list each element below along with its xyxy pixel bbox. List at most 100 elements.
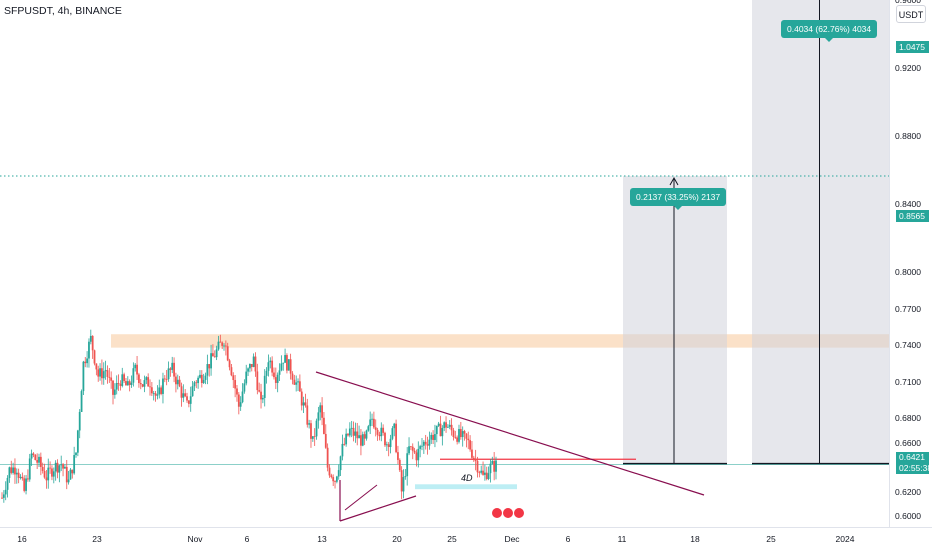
candle-body: [108, 376, 111, 378]
candle-body: [295, 382, 298, 385]
candle-body: [143, 380, 146, 387]
candle-body: [25, 478, 27, 491]
candle-body: [472, 457, 475, 459]
candle-body: [30, 453, 33, 459]
candle-body: [435, 425, 438, 435]
candle-body: [374, 427, 377, 430]
candle-body: [376, 429, 379, 435]
candle-body: [400, 470, 403, 492]
candle-body: [150, 387, 153, 394]
candle-body: [2, 494, 5, 498]
candle-body: [389, 438, 392, 448]
candle-body: [363, 434, 366, 439]
candle-body: [73, 455, 76, 474]
candle-body: [102, 371, 105, 379]
candle-body: [483, 472, 486, 475]
price-tick-label: 0.6600: [895, 437, 921, 448]
candle-body: [217, 341, 220, 350]
candle-body: [45, 477, 48, 481]
candle-body: [430, 434, 433, 440]
candle-body: [417, 448, 420, 461]
candle-body: [163, 378, 166, 380]
candle-body: [426, 444, 429, 446]
candle-body: [27, 478, 29, 480]
candle-body: [101, 368, 103, 379]
candle-body: [106, 370, 109, 377]
candle-body: [119, 383, 122, 386]
price-tick-label: 0.8800: [895, 131, 921, 141]
time-tick-label: 2024: [835, 534, 855, 544]
event-flag-icon[interactable]: [513, 507, 525, 519]
price-tick-label: 0.8000: [895, 267, 921, 277]
candle-body: [204, 375, 207, 380]
candle-body: [289, 359, 292, 374]
candle-body: [195, 382, 198, 384]
economic-events[interactable]: [491, 507, 527, 521]
candle-body: [186, 396, 188, 401]
candle-body: [317, 412, 320, 421]
candle-body: [354, 431, 357, 436]
measure-label-1[interactable]: 0.2137 (33.25%) 2137: [630, 188, 727, 210]
price-tick-label: 0.6200: [895, 486, 921, 497]
candle-body: [261, 397, 264, 400]
candle-body: [139, 382, 142, 385]
candle-body: [371, 418, 373, 420]
measure-label-2[interactable]: 0.4034 (62.76%) 4034: [781, 20, 878, 42]
candle-body: [406, 453, 409, 477]
candle-body: [23, 478, 26, 491]
candle-body: [339, 456, 342, 471]
candle-body: [141, 384, 144, 387]
candle-body: [136, 364, 138, 375]
candle-body: [154, 393, 157, 396]
candle-body: [237, 394, 240, 407]
candle-body: [271, 360, 274, 373]
candle-body: [332, 477, 335, 482]
candle-body: [52, 471, 55, 477]
price-tick-label: 0.9600: [895, 0, 921, 5]
candle-body: [441, 427, 444, 437]
price-axis[interactable]: [889, 0, 932, 527]
candle-body: [245, 371, 248, 384]
candle-body: [422, 441, 425, 446]
candle-body: [358, 435, 360, 439]
candle-body: [200, 374, 203, 384]
candle-body: [284, 355, 286, 363]
candle-body: [134, 364, 137, 369]
candle-body: [413, 450, 416, 453]
price-tick-label: 0.7400: [895, 340, 921, 351]
candle-body: [419, 446, 422, 449]
candle-body: [47, 467, 50, 481]
candle-body: [34, 454, 37, 460]
countdown-label: 02:55:38: [896, 463, 932, 474]
candle-body: [145, 377, 148, 381]
candle-body: [311, 436, 314, 439]
candle-body: [387, 444, 390, 448]
candle-body: [273, 372, 275, 378]
candle-body: [32, 453, 35, 455]
candle-body: [452, 430, 455, 437]
candle-body: [41, 466, 44, 471]
candle-body: [58, 465, 61, 473]
candle-body: [350, 427, 353, 429]
candle-body: [152, 393, 155, 395]
candle-body: [115, 383, 118, 390]
candle-body: [467, 438, 470, 441]
candle-body: [382, 427, 385, 433]
candle-body: [335, 476, 338, 482]
candle-body: [280, 363, 283, 371]
candle-body: [180, 386, 183, 398]
candle-body: [324, 433, 327, 448]
currency-unit-button[interactable]: USDT: [896, 5, 926, 23]
candle-body: [43, 470, 46, 478]
candle-body: [199, 374, 201, 378]
candle-body: [17, 472, 20, 478]
candle-body: [267, 362, 270, 371]
candle-body: [158, 387, 161, 395]
time-axis[interactable]: [0, 527, 932, 550]
candle-body: [12, 467, 15, 473]
candle-body: [254, 356, 257, 372]
candle-body: [14, 467, 16, 475]
candle-body: [393, 423, 396, 429]
